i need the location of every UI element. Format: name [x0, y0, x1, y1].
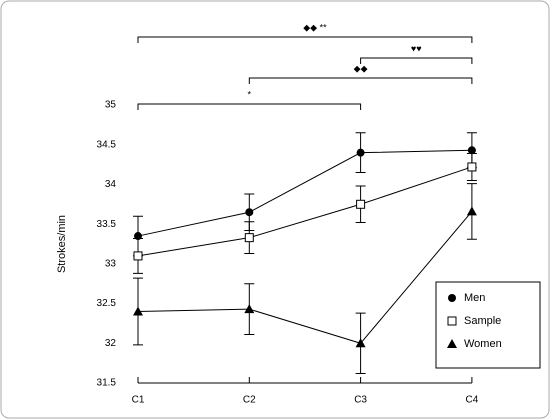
legend-marker	[447, 316, 457, 326]
marker	[244, 233, 254, 243]
significance-bracket	[137, 36, 473, 43]
y-tick-label: 35	[105, 100, 117, 111]
marker	[467, 162, 477, 172]
legend-marker	[447, 339, 457, 348]
y-tick-label: 31.5	[97, 378, 117, 389]
marker	[467, 146, 476, 155]
x-tick-label: C1	[132, 395, 145, 406]
y-tick-label: 33	[105, 258, 117, 269]
legend-label: Sample	[464, 315, 501, 327]
marker	[466, 206, 477, 216]
significance-label: ◆◆ **	[303, 22, 327, 32]
significance-label: *	[248, 89, 252, 99]
x-tick-label: C3	[354, 395, 367, 406]
y-tick-label: 32.5	[97, 298, 117, 309]
y-tick-label: 34.5	[97, 139, 117, 150]
marker	[245, 208, 254, 217]
significance-bracket	[137, 103, 362, 110]
marker	[133, 306, 143, 316]
marker	[356, 148, 365, 157]
series-line	[137, 166, 473, 257]
significance-bracket	[248, 77, 473, 84]
marker	[355, 338, 366, 348]
series-line	[137, 149, 472, 237]
y-axis-label: Strokes/min	[56, 215, 68, 273]
marker	[134, 232, 142, 241]
legend-label: Men	[464, 292, 485, 304]
series-line	[137, 211, 473, 344]
x-tick-label: C4	[466, 395, 479, 406]
y-tick-label: 33.5	[97, 219, 117, 230]
y-tick-label: 34	[105, 179, 117, 190]
legend-label: Women	[464, 338, 502, 350]
x-tick-label: C2	[243, 395, 256, 406]
y-tick-label: 32	[105, 338, 117, 349]
significance-label: ♥♥	[411, 43, 422, 53]
legend-marker	[448, 294, 456, 302]
marker	[244, 304, 255, 314]
significance-bracket	[360, 57, 473, 64]
marker	[356, 199, 366, 209]
marker	[133, 251, 143, 261]
significance-label: ◆◆	[354, 63, 368, 73]
